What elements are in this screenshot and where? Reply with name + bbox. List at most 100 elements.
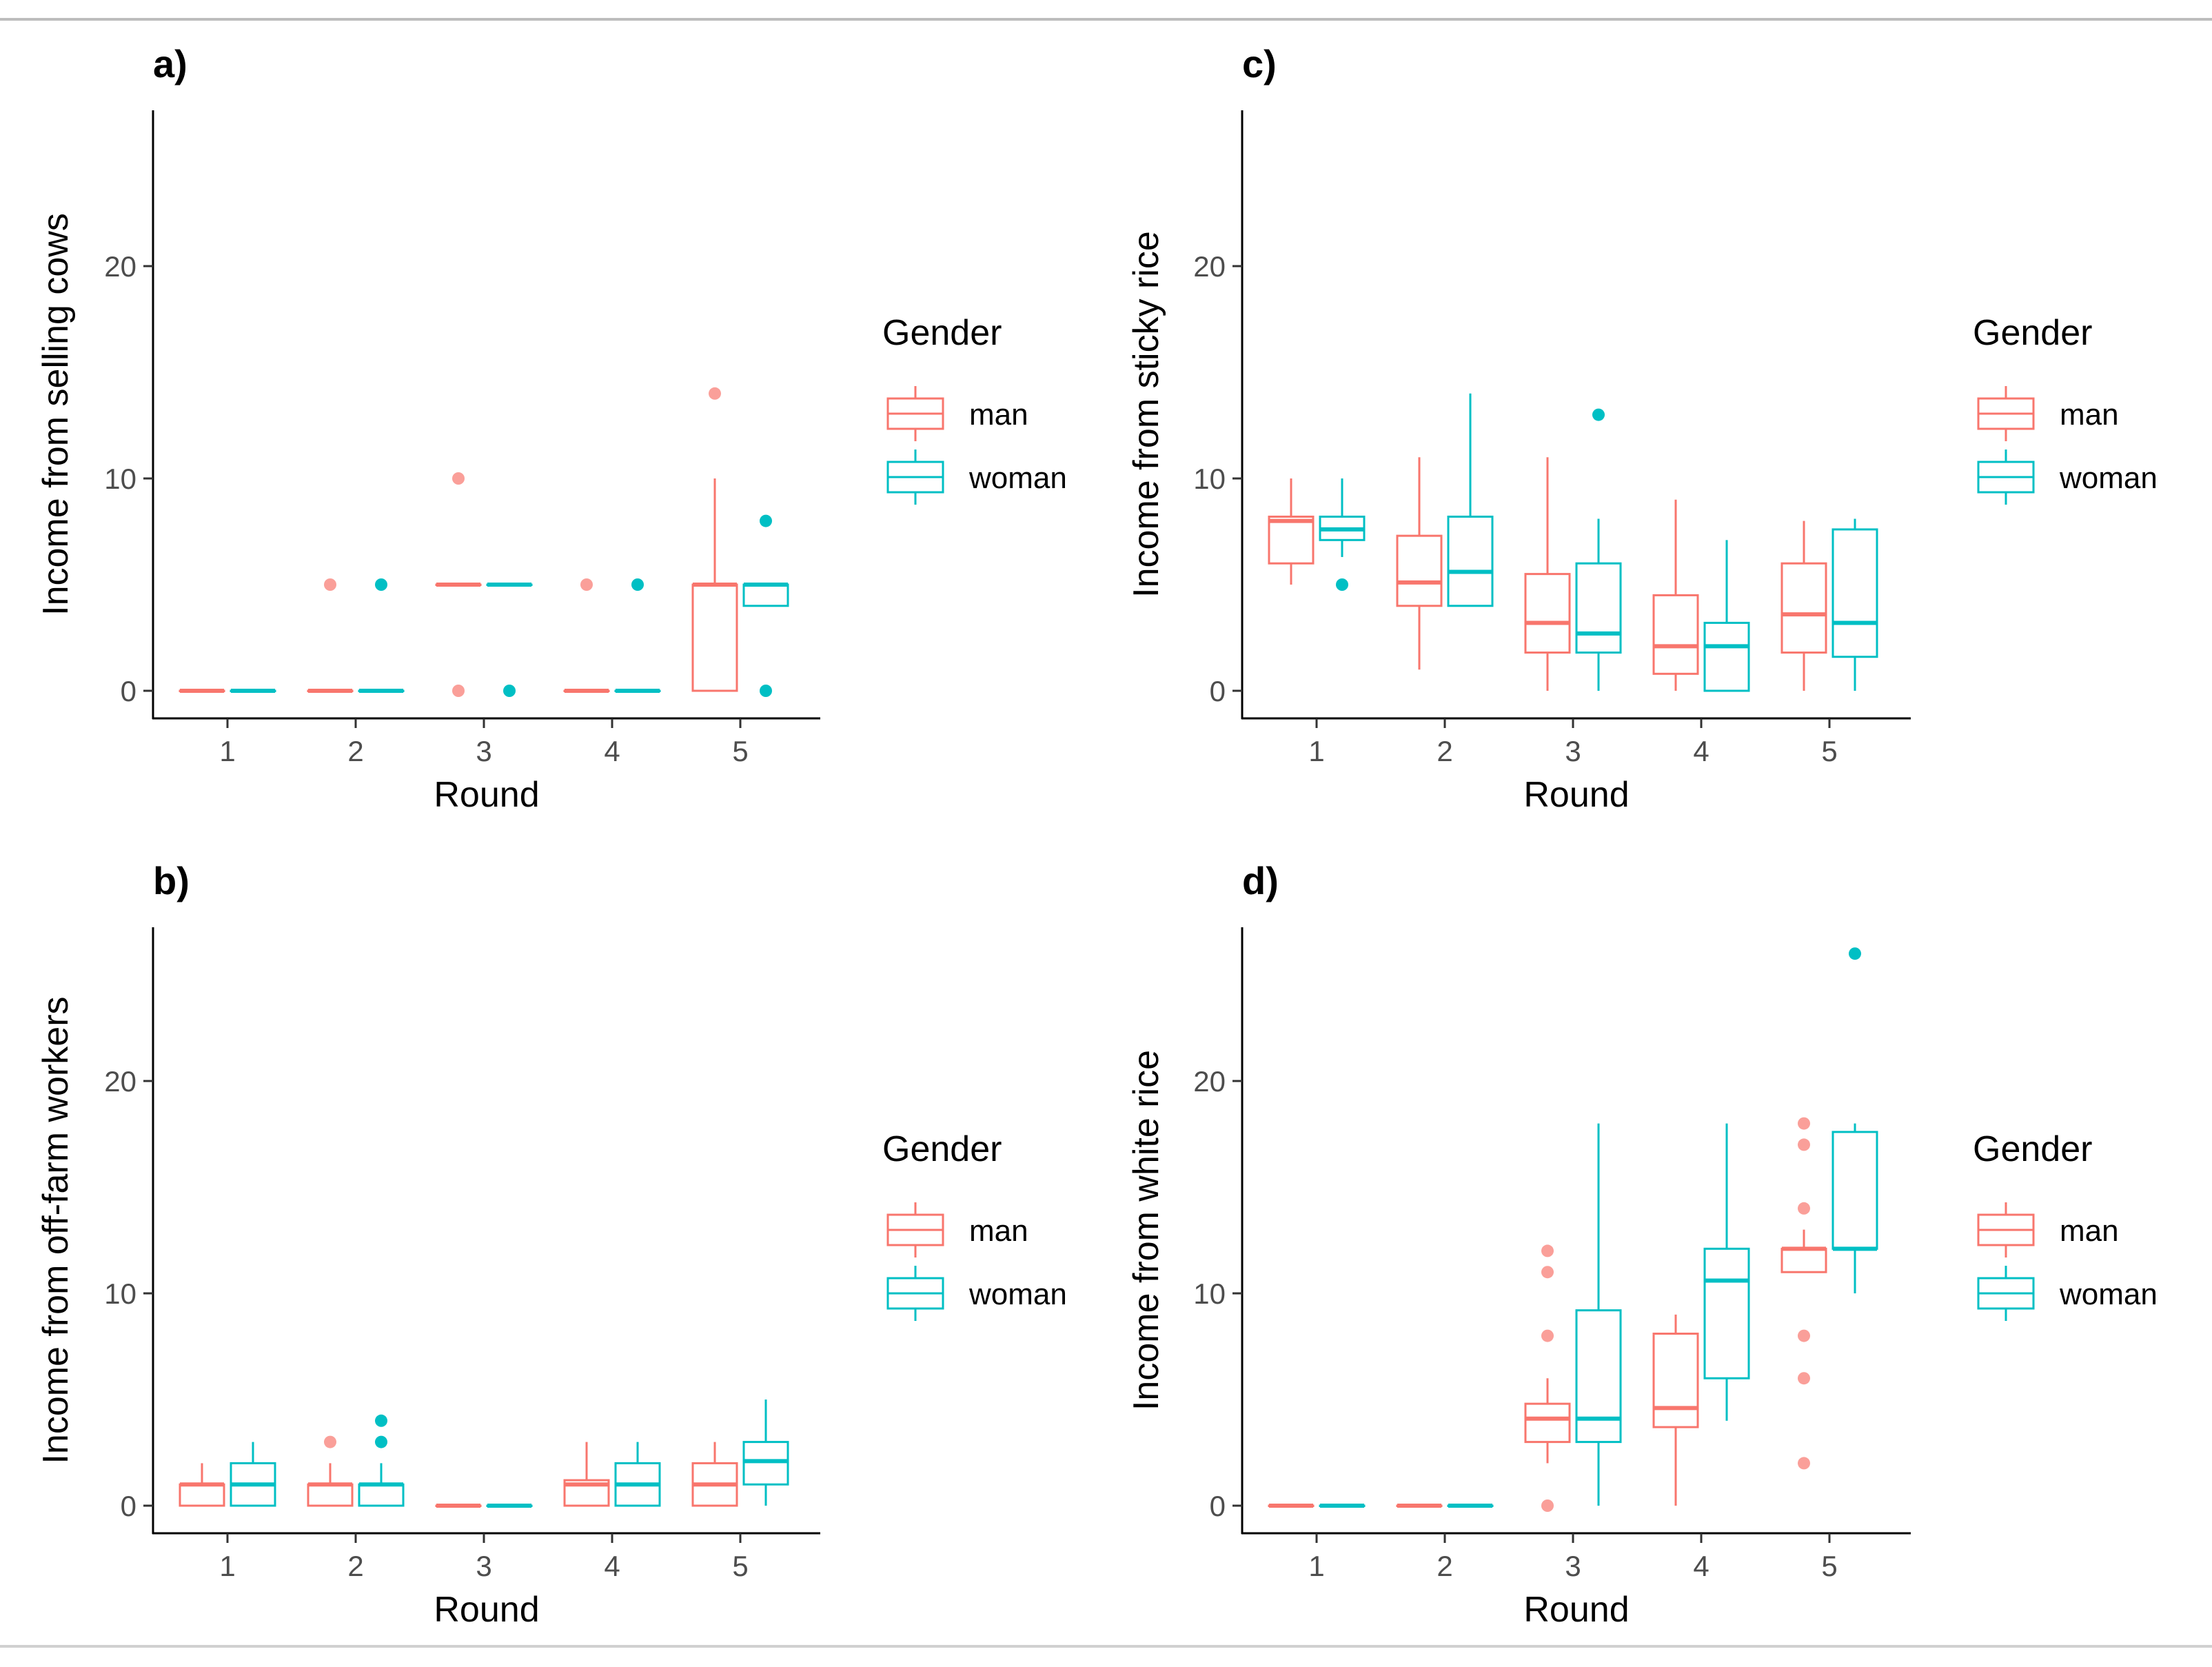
man-box (307, 1483, 354, 1507)
x-tick-label: 3 (476, 1550, 491, 1582)
x-tick-label: 5 (1821, 1550, 1837, 1582)
man-outlier (1798, 1457, 1810, 1470)
panel-tag: d) (1242, 859, 1279, 902)
man-outlier (580, 578, 593, 591)
woman-box (1447, 515, 1494, 607)
man-outlier (452, 472, 465, 485)
y-tick-label: 10 (1193, 463, 1226, 495)
legend-label-woman: woman (2059, 1277, 2158, 1311)
man-box (1524, 1402, 1571, 1444)
x-tick-label: 4 (1693, 1550, 1709, 1582)
y-tick-label: 20 (104, 250, 136, 283)
man-box (1780, 1247, 1827, 1273)
woman-outlier (1592, 408, 1605, 421)
man-box (1652, 1333, 1699, 1428)
man-box (1268, 515, 1315, 565)
woman-outlier (631, 578, 644, 591)
y-tick-label: 20 (104, 1065, 136, 1098)
man-outlier (1798, 1117, 1810, 1130)
man-box (1396, 534, 1443, 607)
x-tick-label: 5 (732, 1550, 748, 1582)
y-axis-title: Income from white rice (1126, 1050, 1166, 1411)
x-tick-label: 5 (1821, 735, 1837, 767)
x-tick-label: 4 (604, 1550, 620, 1582)
woman-outlier (375, 578, 387, 591)
x-tick-label: 2 (1437, 1550, 1452, 1582)
y-tick-label: 0 (1210, 1490, 1226, 1522)
woman-box (1703, 1247, 1750, 1380)
woman-outlier (1849, 947, 1861, 960)
legend-label-woman: woman (968, 1277, 1067, 1311)
y-tick-label: 20 (1193, 250, 1226, 283)
man-outlier (324, 1435, 336, 1448)
legend-title: Gender (882, 313, 1002, 353)
woman-box (742, 583, 789, 607)
man-box (1524, 573, 1571, 654)
legend-title: Gender (1973, 1129, 2092, 1169)
man-outlier (1541, 1329, 1554, 1342)
x-axis-title: Round (1523, 1590, 1629, 1630)
frame-border-top (0, 18, 2212, 21)
woman-outlier (375, 1435, 387, 1448)
y-tick-label: 10 (1193, 1277, 1226, 1310)
x-tick-label: 5 (732, 735, 748, 767)
y-tick-label: 10 (104, 1277, 136, 1310)
x-axis-title: Round (1523, 775, 1629, 815)
y-axis-title: Income from off-farm workers (36, 996, 76, 1464)
legend-title: Gender (1973, 313, 2092, 353)
man-box (1780, 562, 1827, 654)
x-tick-label: 1 (1308, 1550, 1324, 1582)
woman-box (742, 1441, 789, 1486)
x-tick-label: 3 (1565, 735, 1581, 767)
man-outlier (1541, 1266, 1554, 1279)
man-outlier (324, 578, 336, 591)
man-outlier (709, 387, 721, 400)
legend-label-man: man (2060, 398, 2119, 432)
x-tick-label: 1 (1308, 735, 1324, 767)
y-tick-label: 0 (1210, 675, 1226, 707)
y-tick-label: 0 (121, 1490, 136, 1522)
panel-tag: a) (153, 42, 187, 85)
x-tick-label: 2 (347, 735, 363, 767)
panel-tag: b) (153, 859, 190, 902)
woman-outlier (375, 1414, 387, 1427)
x-tick-label: 3 (476, 735, 491, 767)
legend-label-woman: woman (2059, 461, 2158, 495)
y-axis-title: Income from selling cows (36, 213, 76, 616)
x-tick-label: 4 (604, 735, 620, 767)
x-tick-label: 4 (1693, 735, 1709, 767)
woman-box (358, 1483, 405, 1507)
y-tick-label: 0 (121, 675, 136, 707)
woman-box (1703, 621, 1750, 692)
y-tick-label: 10 (104, 463, 136, 495)
x-tick-label: 1 (219, 735, 235, 767)
man-outlier (1798, 1138, 1810, 1151)
woman-outlier (760, 514, 772, 527)
man-outlier (1798, 1372, 1810, 1385)
x-tick-label: 3 (1565, 1550, 1581, 1582)
x-axis-title: Round (434, 775, 539, 815)
legend-label-man: man (969, 398, 1028, 432)
x-tick-label: 2 (347, 1550, 363, 1582)
x-tick-label: 2 (1437, 735, 1452, 767)
y-tick-label: 20 (1193, 1065, 1226, 1098)
frame-border-bottom (0, 1645, 2212, 1648)
woman-outlier (760, 685, 772, 697)
man-box (179, 1483, 225, 1507)
x-tick-label: 1 (219, 1550, 235, 1582)
man-outlier (1541, 1499, 1554, 1512)
woman-box (1575, 1309, 1622, 1444)
woman-outlier (1336, 578, 1348, 591)
man-outlier (1541, 1244, 1554, 1257)
man-outlier (1798, 1202, 1810, 1215)
legend-label-man: man (2060, 1214, 2119, 1248)
legend-label-woman: woman (968, 461, 1067, 495)
man-outlier (1798, 1329, 1810, 1342)
woman-outlier (503, 685, 516, 697)
woman-box (1832, 528, 1878, 658)
man-box (1652, 594, 1699, 675)
man-box (563, 1479, 610, 1507)
panel-tag: c) (1242, 42, 1277, 85)
